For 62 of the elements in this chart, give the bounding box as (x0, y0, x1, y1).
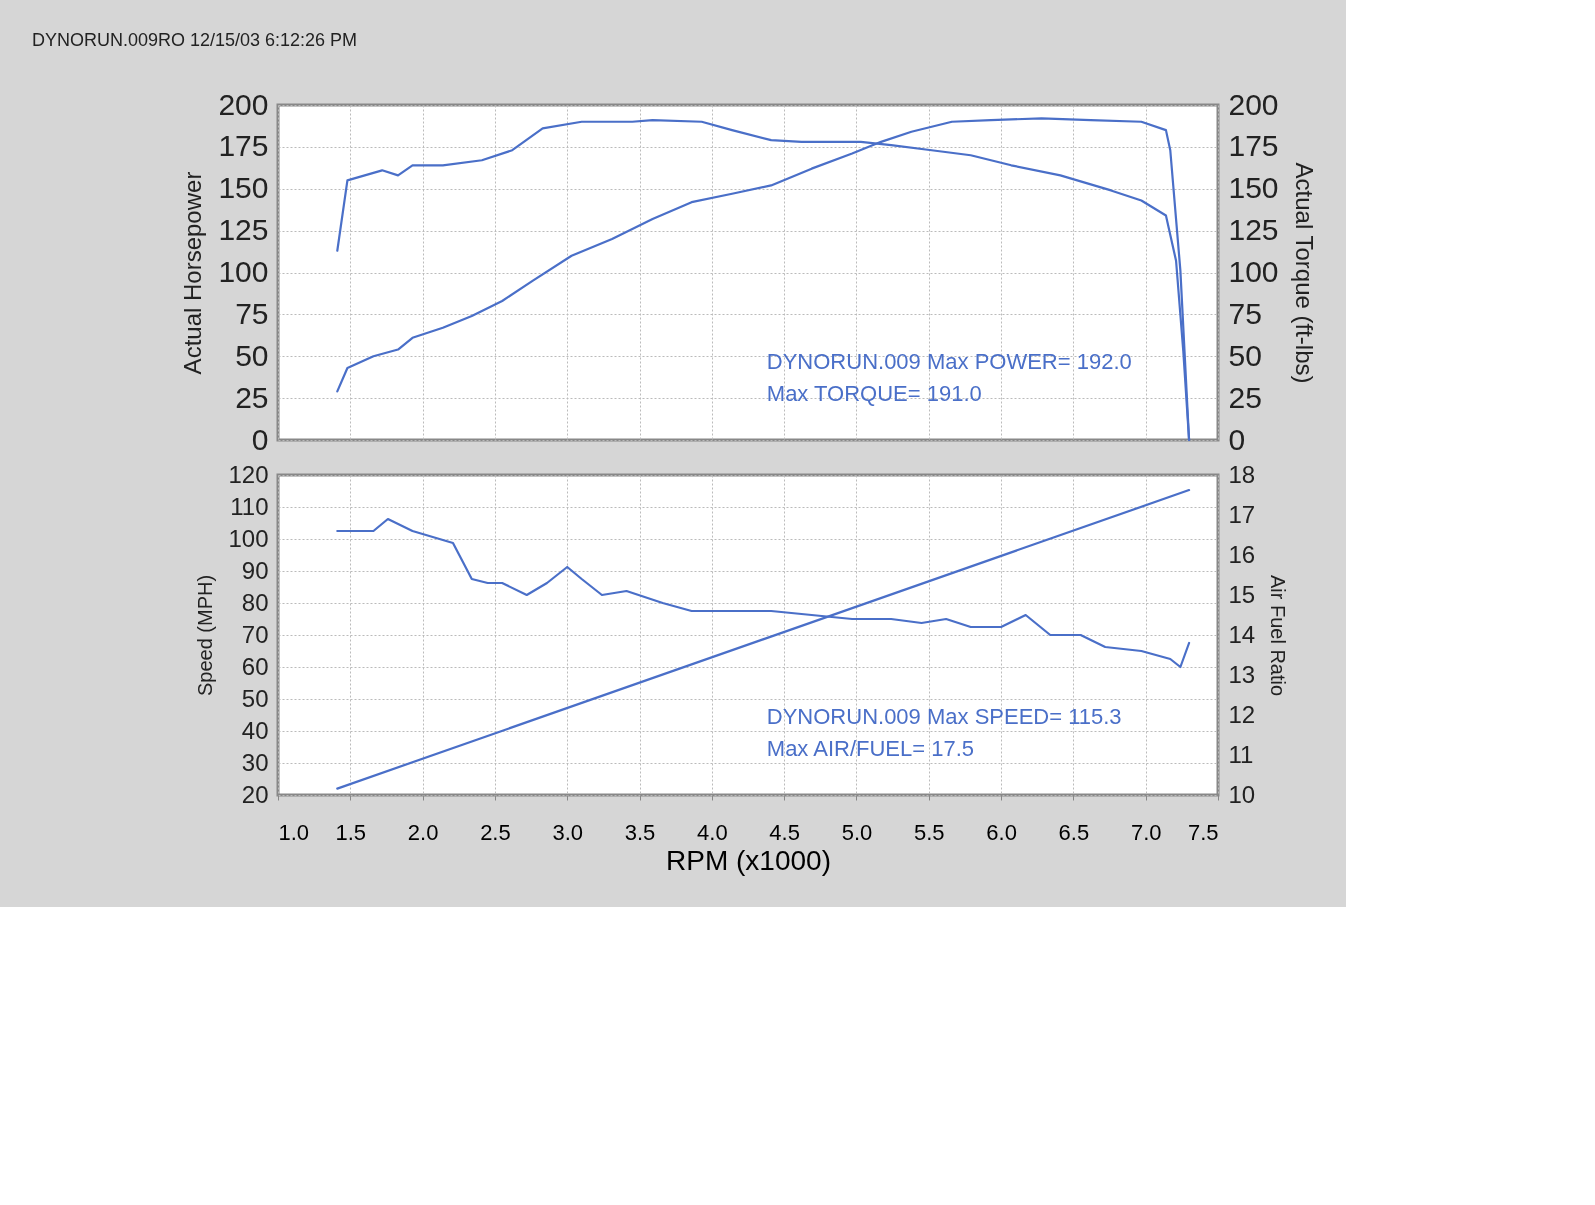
y-tick-label: 70 (241, 620, 269, 648)
y2-tick-label: 75 (1228, 296, 1262, 330)
y-tick-label: 0 (251, 422, 269, 456)
y2-tick-label: 12 (1228, 700, 1256, 728)
x-tick-label: 6.0 (986, 819, 1017, 845)
y2-tick-label: 10 (1228, 780, 1256, 808)
x-tick-label: 7.0 (1130, 819, 1162, 845)
y-tick-label: 50 (241, 684, 269, 712)
y2-tick-label: 175 (1228, 129, 1279, 163)
x-tick-label: 4.0 (697, 819, 728, 845)
x-tick-label: 5.5 (913, 819, 945, 845)
y-tick-label: 200 (218, 87, 269, 121)
y-tick-label: 60 (241, 652, 269, 680)
y2-tick-label: 200 (1228, 87, 1279, 121)
y-tick-label: 125 (218, 213, 269, 247)
y2-tick-label: 17 (1228, 500, 1256, 528)
x-tick-label: 3.0 (552, 819, 584, 845)
y2-axis-title: Actual Torque (ft-lbs) (1290, 162, 1318, 384)
x-tick-label: 1.5 (335, 819, 367, 845)
x-tick-label: 2.0 (407, 819, 439, 845)
y2-tick-label: 11 (1228, 740, 1254, 768)
y2-tick-label: 100 (1228, 255, 1279, 288)
y2-tick-label: 150 (1228, 171, 1279, 205)
x-tick-label: 5.0 (841, 819, 873, 845)
y2-tick-label: 50 (1228, 338, 1262, 372)
y2-tick-label: 25 (1228, 380, 1262, 414)
x-tick-label: 2.5 (480, 819, 511, 845)
y2-tick-label: 18 (1228, 460, 1256, 488)
y2-tick-label: 16 (1228, 540, 1256, 568)
y2-axis-title: Air Fuel Ratio (1267, 574, 1290, 697)
y-tick-label: 175 (218, 129, 269, 163)
y-axis-title: Actual Horsepower (179, 171, 207, 375)
x-tick-label: 7.5 (1187, 819, 1219, 845)
y-tick-label: 75 (235, 296, 269, 330)
y-axis-title: Speed (MPH) (194, 574, 217, 697)
y2-tick-label: 13 (1228, 660, 1256, 688)
y2-tick-label: 14 (1228, 620, 1256, 648)
annotation: Max AIR/FUEL= 17.5 (766, 736, 975, 761)
y2-tick-label: 0 (1228, 422, 1246, 456)
y-tick-label: 100 (228, 524, 269, 552)
x-tick-label: 6.5 (1058, 819, 1090, 845)
y-tick-label: 150 (218, 171, 269, 205)
chart-title: DYNORUN.009RO 12/15/03 6:12:26 PM (31, 30, 358, 50)
y-tick-label: 20 (241, 780, 269, 808)
annotation: DYNORUN.009 Max POWER= 192.0 (766, 349, 1132, 374)
y-tick-label: 100 (218, 255, 269, 288)
y-tick-label: 30 (241, 748, 269, 776)
y-tick-label: 90 (241, 556, 269, 584)
y-tick-label: 50 (235, 338, 269, 372)
x-tick-label: 1.0 (278, 819, 310, 845)
y2-tick-label: 15 (1228, 580, 1256, 608)
y-tick-label: 40 (241, 716, 269, 744)
x-axis-title: RPM (x1000) (666, 844, 831, 876)
y-tick-label: 80 (241, 588, 269, 616)
annotation: DYNORUN.009 Max SPEED= 115.3 (766, 704, 1122, 729)
y2-tick-label: 125 (1228, 213, 1279, 247)
annotation: Max TORQUE= 191.0 (766, 381, 982, 406)
y-tick-label: 110 (230, 492, 269, 520)
y-tick-label: 120 (228, 460, 269, 488)
x-tick-label: 4.5 (769, 819, 800, 845)
y-tick-label: 25 (235, 380, 269, 414)
x-tick-label: 3.5 (624, 819, 656, 845)
